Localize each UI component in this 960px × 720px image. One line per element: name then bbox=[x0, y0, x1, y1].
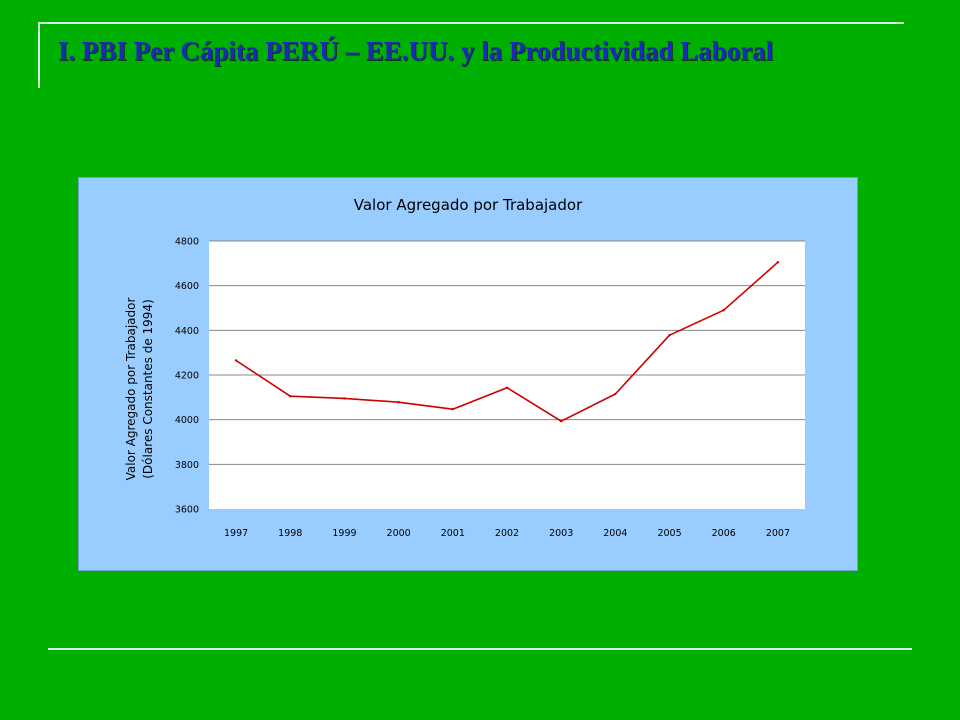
y-tick-label: 3600 bbox=[175, 505, 199, 516]
x-axis-ticks: 1997 1998 1999 2000 2001 2002 2003 2004 2005 2006… bbox=[224, 528, 790, 539]
y-tick-label: 3800 bbox=[175, 460, 199, 471]
data-point-2006 bbox=[722, 309, 725, 312]
y-tick-label: 4800 bbox=[175, 237, 199, 248]
y-tick-label: 4000 bbox=[175, 415, 199, 426]
data-point-2001 bbox=[451, 407, 455, 411]
x-tick-label: 2004 bbox=[603, 528, 627, 539]
x-tick-label: 2006 bbox=[712, 528, 736, 539]
x-tick-label: 1998 bbox=[278, 528, 302, 539]
slide-title: I. PBI Per Cápita PERÚ – EE.UU. y la Pro… bbox=[58, 36, 774, 66]
data-point-2007 bbox=[776, 261, 780, 264]
x-tick-label: 1999 bbox=[332, 528, 356, 539]
grid bbox=[209, 240, 805, 465]
y-axis-label-line-1: Valor Agregado por Trabajador bbox=[124, 298, 138, 481]
bottom-rule bbox=[48, 648, 912, 650]
data-point-1997 bbox=[234, 359, 238, 362]
chart-title: Valor Agregado por Trabajador bbox=[354, 196, 583, 214]
data-point-2003 bbox=[559, 420, 563, 423]
x-tick-label: 1997 bbox=[224, 528, 248, 539]
y-axis-ticks: 3600 3800 4000 4200 4400 4600 4800 bbox=[175, 237, 199, 516]
x-tick-label: 2005 bbox=[657, 528, 681, 539]
y-tick-label: 4400 bbox=[175, 326, 199, 337]
x-tick-label: 2000 bbox=[387, 528, 411, 539]
y-axis-label-line-2: (Dólares Constantes de 1994) bbox=[141, 299, 155, 479]
series-points bbox=[234, 261, 780, 423]
data-point-1999 bbox=[343, 397, 346, 400]
x-tick-label: 2002 bbox=[495, 528, 519, 539]
line-chart: Valor Agregado por Trabajador Valor Agre… bbox=[124, 196, 805, 539]
y-tick-label: 4200 bbox=[175, 371, 199, 382]
chart-panel: Valor Agregado por Trabajador Valor Agre… bbox=[78, 177, 858, 571]
data-point-2000 bbox=[397, 401, 400, 404]
data-point-2002 bbox=[505, 386, 509, 389]
data-point-1998 bbox=[289, 395, 292, 398]
data-point-2005 bbox=[668, 334, 671, 337]
x-tick-label: 2007 bbox=[766, 528, 790, 539]
data-point-2004 bbox=[614, 392, 617, 396]
x-tick-label: 2001 bbox=[441, 528, 465, 539]
x-tick-label: 2003 bbox=[549, 528, 573, 539]
title-left-rule bbox=[38, 22, 40, 88]
y-tick-label: 4600 bbox=[175, 281, 199, 292]
title-top-rule bbox=[38, 22, 904, 24]
